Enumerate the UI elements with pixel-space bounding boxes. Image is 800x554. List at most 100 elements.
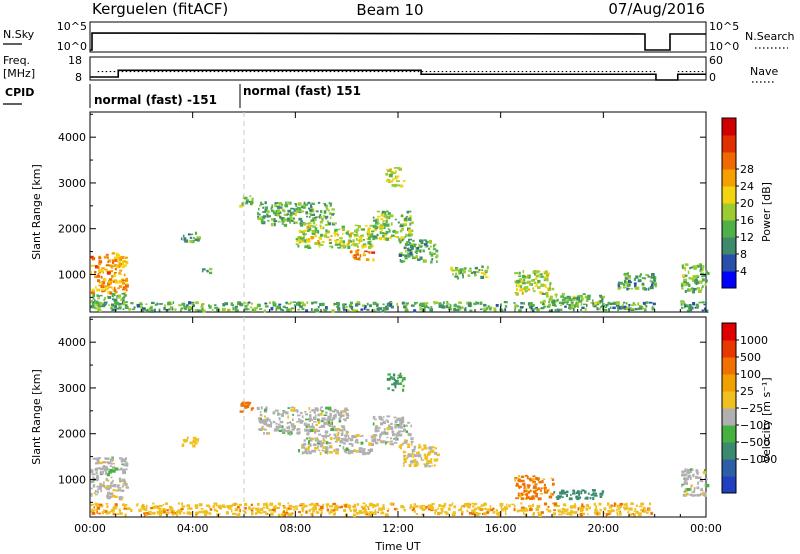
velocity-echo-cell xyxy=(122,469,124,473)
power-echo-cell xyxy=(275,308,278,312)
power-echo-cell xyxy=(118,262,123,266)
power-echo-cell xyxy=(407,253,410,256)
velocity-echo-cell xyxy=(209,508,213,511)
velocity-echo-cell xyxy=(217,504,221,508)
velocity-echo-cell xyxy=(377,511,379,514)
velocity-echo-cell xyxy=(112,484,117,488)
velocity-echo-cell xyxy=(460,506,463,509)
velocity-echo-cell xyxy=(281,430,284,433)
power-echo-cell xyxy=(651,273,655,277)
power-echo-cell xyxy=(121,262,125,265)
power-echo-cell xyxy=(702,301,705,304)
velocity-echo-cell xyxy=(239,509,241,513)
power-colorbar-swatch xyxy=(722,220,736,238)
velocity-echo-cell xyxy=(332,502,337,506)
power-echo-cell xyxy=(450,266,454,271)
power-echo-cell xyxy=(580,299,583,303)
power-echo-cell xyxy=(683,280,687,284)
power-echo-cell xyxy=(580,309,583,313)
velocity-echo-cell xyxy=(384,441,387,445)
velocity-echo-cell xyxy=(107,479,110,482)
velocity-echo-cell xyxy=(326,505,328,508)
velocity-echo-cell xyxy=(118,477,122,481)
power-echo-cell xyxy=(700,267,702,271)
power-echo-cell xyxy=(305,240,308,244)
velocity-echo-cell xyxy=(520,479,525,482)
velocity-echo-cell xyxy=(119,512,122,515)
power-echo-cell xyxy=(385,179,390,183)
velocity-echo-cell xyxy=(394,379,399,382)
power-echo-cell xyxy=(403,260,406,263)
power-echo-cell xyxy=(97,280,101,283)
power-echo-cell xyxy=(308,212,312,215)
velocity-echo-cell xyxy=(98,512,101,515)
velocity-echo-cell xyxy=(532,481,536,483)
power-echo-cell xyxy=(369,304,372,308)
velocity-echo-cell xyxy=(293,407,296,411)
power-echo-cell xyxy=(315,216,319,218)
power-echo-cell xyxy=(347,241,351,245)
power-echo-cell xyxy=(101,267,104,269)
velocity-echo-cell xyxy=(550,477,553,480)
power-echo-cell xyxy=(336,239,340,241)
power-echo-cell xyxy=(128,308,131,311)
velocity-echo-cell xyxy=(411,451,414,454)
velocity-echo-cell xyxy=(695,475,698,479)
velocity-echo-cell xyxy=(257,507,260,511)
velocity-echo-cell xyxy=(244,502,248,506)
power-echo-cell xyxy=(356,249,360,251)
velocity-echo-cell xyxy=(300,420,304,423)
velocity-echo-cell xyxy=(261,425,264,428)
velocity-echo-cell xyxy=(497,511,502,515)
power-echo-cell xyxy=(695,274,700,277)
power-echo-cell xyxy=(408,238,412,241)
velocity-echo-cell xyxy=(584,497,588,500)
velocity-echo-cell xyxy=(402,462,405,465)
velocity-echo-cell xyxy=(287,415,289,419)
power-echo-cell xyxy=(180,309,182,312)
velocity-echo-cell xyxy=(704,469,706,473)
velocity-echo-cell xyxy=(310,429,314,432)
power-echo-cell xyxy=(125,277,128,280)
velocity-echo-cell xyxy=(521,483,526,486)
power-echo-cell xyxy=(270,222,274,226)
power-echo-cell xyxy=(569,306,572,310)
power-echo-cell xyxy=(178,304,182,307)
velocity-echo-cell xyxy=(628,507,633,511)
velocity-echo-cell xyxy=(156,512,160,515)
velocity-echo-cell xyxy=(156,511,160,513)
power-echo-cell xyxy=(534,277,538,280)
power-echo-cell xyxy=(616,301,620,306)
power-echo-cell xyxy=(309,224,313,227)
power-echo-cell xyxy=(618,307,622,310)
velocity-echo-cell xyxy=(282,410,286,414)
velocity-echo-cell xyxy=(125,486,129,489)
power-echo-cell xyxy=(568,296,572,300)
velocity-ytick-label: 1000 xyxy=(58,473,86,486)
velocity-echo-cell xyxy=(338,412,342,416)
velocity-echo-cell xyxy=(488,509,491,512)
power-echo-cell xyxy=(208,305,212,309)
power-echo-cell xyxy=(276,213,281,217)
power-echo-cell xyxy=(234,306,238,311)
power-echo-cell xyxy=(272,303,277,307)
power-echo-cell xyxy=(298,237,303,241)
velocity-echo-cell xyxy=(269,418,271,422)
power-echo-cell xyxy=(644,308,647,312)
power-echo-cell xyxy=(325,229,328,233)
velocity-echo-cell xyxy=(393,507,398,511)
power-echo-cell xyxy=(624,272,628,276)
velocity-echo-cell xyxy=(243,507,247,510)
power-echo-cell xyxy=(381,232,385,234)
velocity-echo-cell xyxy=(105,477,108,481)
power-echo-cell xyxy=(290,219,294,222)
velocity-echo-cell xyxy=(124,464,127,466)
velocity-echo-cell xyxy=(259,413,263,417)
power-colorbar-tick-label: 28 xyxy=(740,163,754,176)
velocity-echo-cell xyxy=(521,494,524,496)
power-echo-cell xyxy=(113,279,117,282)
velocity-echo-cell xyxy=(420,456,423,460)
power-echo-cell xyxy=(124,288,127,290)
velocity-echo-cell xyxy=(650,511,653,515)
power-echo-cell xyxy=(105,268,108,272)
